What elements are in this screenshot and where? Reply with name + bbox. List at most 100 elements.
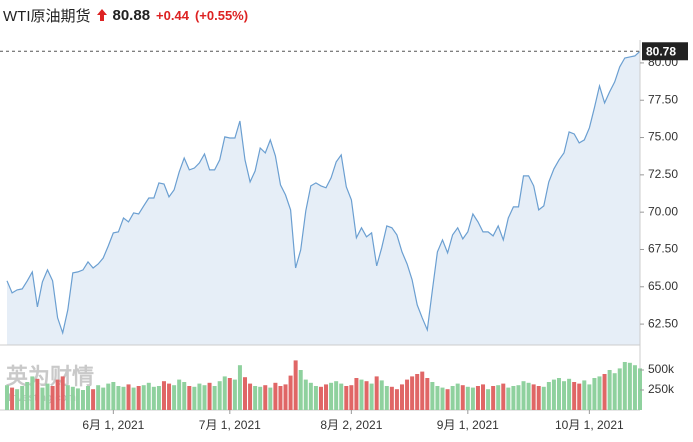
volume-bar bbox=[521, 381, 526, 410]
volume-bar bbox=[460, 385, 465, 410]
volume-bar bbox=[20, 386, 25, 410]
volume-bar bbox=[232, 379, 237, 410]
volume-bar bbox=[121, 386, 126, 410]
volume-bar bbox=[536, 386, 541, 410]
volume-bar bbox=[384, 386, 389, 410]
volume-bar bbox=[248, 383, 253, 410]
volume-bar bbox=[425, 378, 430, 410]
volume-bar bbox=[399, 384, 404, 410]
volume-bar bbox=[278, 386, 283, 410]
volume-bar bbox=[481, 384, 486, 410]
volume-bar bbox=[612, 373, 617, 410]
volume-bar bbox=[632, 365, 637, 410]
volume-bar bbox=[25, 382, 30, 410]
volume-bar bbox=[450, 386, 455, 410]
volume-bar bbox=[156, 386, 161, 410]
volume-bar bbox=[106, 383, 111, 410]
volume-bar bbox=[268, 387, 273, 410]
y-tick-label: 75.00 bbox=[648, 130, 678, 144]
volume-bar bbox=[435, 386, 440, 410]
volume-bar bbox=[506, 387, 511, 410]
volume-bar bbox=[369, 383, 374, 410]
volume-bar bbox=[430, 382, 435, 410]
volume-bar bbox=[111, 382, 116, 410]
volume-bar bbox=[182, 382, 187, 410]
volume-bar bbox=[592, 378, 597, 410]
volume-bar bbox=[349, 385, 354, 410]
volume-bar bbox=[75, 388, 80, 410]
volume-bar bbox=[486, 389, 491, 410]
volume-bar bbox=[607, 370, 612, 410]
volume-bar bbox=[308, 382, 313, 410]
volume-bar bbox=[511, 386, 516, 410]
volume-bar bbox=[217, 381, 222, 410]
volume-bar bbox=[516, 385, 521, 410]
volume-bar bbox=[465, 386, 470, 410]
volume-bar bbox=[253, 386, 258, 410]
volume-bar bbox=[243, 377, 248, 410]
volume-bar bbox=[567, 378, 572, 410]
volume-bar bbox=[177, 379, 182, 410]
watermark: 英为财情 bbox=[6, 364, 94, 389]
volume-bar bbox=[5, 385, 9, 410]
volume-bar bbox=[86, 386, 91, 410]
volume-bar bbox=[192, 386, 197, 410]
volume-bar bbox=[116, 386, 121, 410]
volume-bar bbox=[334, 381, 339, 410]
volume-bar bbox=[470, 387, 475, 410]
volume-bar bbox=[379, 380, 384, 410]
volume-bar bbox=[420, 371, 425, 410]
volume-bar bbox=[475, 386, 480, 410]
volume-bar bbox=[222, 376, 227, 410]
x-tick-label: 8月 2, 2021 bbox=[320, 418, 382, 432]
title: WTI原油期货 bbox=[3, 7, 91, 25]
volume-bar bbox=[197, 383, 202, 410]
volume-bar bbox=[359, 379, 364, 410]
up-arrow bbox=[96, 9, 107, 21]
x-tick-label: 6月 1, 2021 bbox=[82, 418, 144, 432]
y-tick-label: 65.00 bbox=[648, 279, 678, 293]
volume-bar bbox=[374, 376, 379, 410]
volume-bar bbox=[551, 379, 556, 410]
volume-bar bbox=[70, 386, 75, 410]
volume-bar bbox=[405, 379, 410, 410]
volume-bar bbox=[101, 387, 106, 410]
volume-bar bbox=[394, 389, 399, 410]
v-tick-label: 250k bbox=[648, 382, 675, 396]
volume-bar bbox=[562, 381, 567, 410]
volume-bar bbox=[126, 384, 131, 410]
x-tick-label: 9月 1, 2021 bbox=[437, 418, 499, 432]
volume-bar bbox=[80, 390, 85, 410]
volume-bar bbox=[35, 378, 40, 410]
volume-bar bbox=[237, 365, 242, 410]
volume-bar bbox=[172, 385, 177, 410]
volume-bar bbox=[167, 383, 172, 410]
volume-bar bbox=[96, 385, 101, 410]
volume-bar bbox=[91, 389, 96, 410]
volume-bar bbox=[410, 376, 415, 410]
y-tick-label: 70.00 bbox=[648, 204, 678, 218]
volume-bar bbox=[491, 386, 496, 410]
volume-bar bbox=[273, 382, 278, 410]
volume-bar bbox=[344, 386, 349, 410]
volume-bar bbox=[293, 360, 298, 410]
volume-bar bbox=[389, 386, 394, 410]
volume-bar bbox=[501, 383, 506, 410]
volume-bar bbox=[546, 382, 551, 410]
volume-bar bbox=[283, 384, 288, 410]
volume-bar bbox=[65, 385, 70, 410]
volume-bar bbox=[50, 386, 55, 410]
volume-bar bbox=[496, 385, 501, 410]
volume-bar bbox=[324, 384, 329, 410]
volume-bar bbox=[10, 387, 15, 410]
volume-bar bbox=[329, 382, 334, 410]
volume-bar bbox=[556, 378, 561, 410]
volume-bar bbox=[298, 370, 303, 410]
volume-bar bbox=[146, 382, 151, 410]
last-price: 80.88 bbox=[112, 6, 151, 24]
volume-bar bbox=[582, 380, 587, 410]
volume-bar bbox=[141, 385, 146, 410]
v-tick-label: 500k bbox=[648, 362, 675, 376]
volume-bar bbox=[45, 383, 50, 410]
volume-bar bbox=[597, 376, 602, 410]
